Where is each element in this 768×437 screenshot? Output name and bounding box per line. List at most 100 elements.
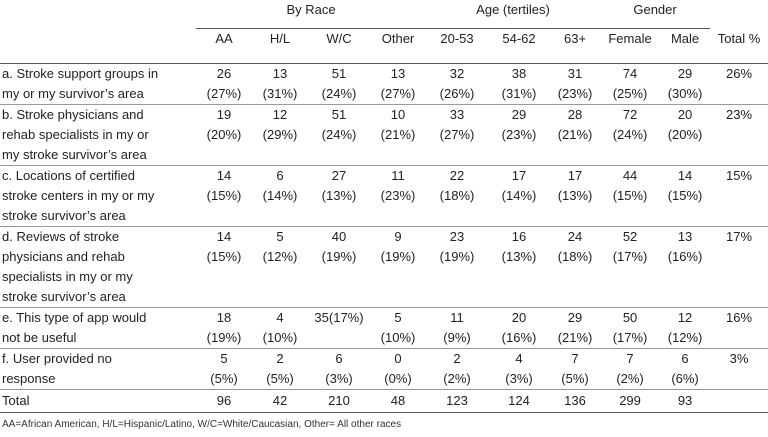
row-label: f. User provided no response bbox=[0, 348, 196, 390]
data-cell: 29 (23%) bbox=[488, 104, 551, 166]
group-header-gender: Gender bbox=[600, 0, 711, 29]
data-cell: 72 (24%) bbox=[600, 104, 661, 166]
data-cell: 4 (10%) bbox=[252, 307, 308, 349]
row-total-percent: 23% bbox=[710, 104, 768, 166]
data-table: By Race Age (tertiles) Gender AA H/L W/C… bbox=[0, 0, 768, 413]
table-body: a. Stroke support groups in my or my surv… bbox=[0, 63, 768, 413]
cell-percent: (29%) bbox=[262, 127, 298, 142]
cell-count: 11 bbox=[391, 168, 405, 183]
data-cell: 17 (14%) bbox=[488, 165, 551, 227]
cell-percent: (18%) bbox=[557, 249, 593, 264]
data-cell: 12 (12%) bbox=[660, 307, 711, 349]
row-label-line: my stroke survivor’s area bbox=[2, 147, 147, 162]
data-cell: 31 (23%) bbox=[550, 63, 601, 105]
data-cell: 24 (18%) bbox=[550, 226, 601, 308]
cell-count: 26 bbox=[216, 66, 232, 81]
total-cell: 96 bbox=[196, 389, 252, 413]
data-cell: 26 (27%) bbox=[196, 63, 252, 105]
data-cell: 20 (20%) bbox=[660, 104, 711, 166]
data-cell: 11 (23%) bbox=[370, 165, 427, 227]
cell-percent: (27%) bbox=[380, 86, 416, 101]
cell-percent: (23%) bbox=[557, 86, 593, 101]
row-total-percent: 26% bbox=[710, 63, 768, 105]
cell-percent: (5%) bbox=[561, 371, 589, 386]
corner-cell bbox=[0, 0, 196, 29]
table-row: c. Locations of certified stroke centers … bbox=[0, 165, 768, 227]
total-cell: 210 bbox=[308, 389, 370, 413]
data-cell: 14 (15%) bbox=[660, 165, 711, 227]
cell-percent: (31%) bbox=[501, 86, 537, 101]
data-cell: 5 (10%) bbox=[370, 307, 427, 349]
cell-count: 44 bbox=[622, 168, 638, 183]
cell-count: 6 bbox=[335, 351, 343, 366]
cell-count: 13 bbox=[677, 229, 693, 244]
cell-percent: (17%) bbox=[612, 249, 648, 264]
data-cell: 27 (13%) bbox=[308, 165, 370, 227]
cell-percent: (14%) bbox=[501, 188, 537, 203]
cell-percent: (12%) bbox=[667, 330, 703, 345]
row-label: b. Stroke physicians and rehab specialist… bbox=[0, 104, 196, 166]
cell-percent: (3%) bbox=[325, 371, 353, 386]
cell-count: 22 bbox=[449, 168, 465, 183]
total-percent-cell bbox=[710, 389, 768, 413]
cell-percent: (18%) bbox=[439, 188, 475, 203]
cell-percent: (15%) bbox=[206, 188, 242, 203]
data-cell: 17 (13%) bbox=[550, 165, 601, 227]
cell-count: 13 bbox=[390, 66, 406, 81]
cell-count: 72 bbox=[622, 107, 638, 122]
cell-count: 0 bbox=[394, 351, 402, 366]
row-label-line: response bbox=[2, 371, 56, 386]
row-label-line: c. Locations of certified bbox=[2, 168, 135, 183]
data-cell: 32 (26%) bbox=[426, 63, 489, 105]
cell-percent: (13%) bbox=[557, 188, 593, 203]
data-cell: 50 (17%) bbox=[600, 307, 661, 349]
cell-percent: (24%) bbox=[321, 127, 357, 142]
cell-count: 2 bbox=[453, 351, 461, 366]
data-cell: 7 (5%) bbox=[550, 348, 601, 390]
data-cell: 40 (19%) bbox=[308, 226, 370, 308]
cell-count: 7 bbox=[571, 351, 579, 366]
data-cell: 74 (25%) bbox=[600, 63, 661, 105]
cell-count: 20 bbox=[511, 310, 527, 325]
cell-count: 14 bbox=[677, 168, 693, 183]
cell-count: 17 bbox=[567, 168, 583, 183]
cell-count: 5 bbox=[220, 351, 228, 366]
total-cell: 48 bbox=[370, 389, 427, 413]
cell-percent: (24%) bbox=[321, 86, 357, 101]
row-label: c. Locations of certified stroke centers … bbox=[0, 165, 196, 227]
data-cell: 51 (24%) bbox=[308, 63, 370, 105]
row-total-percent: 15% bbox=[710, 165, 768, 227]
total-cell: 299 bbox=[600, 389, 661, 413]
row-label-line: stroke survivor’s area bbox=[2, 208, 126, 223]
cell-count: 12 bbox=[272, 107, 288, 122]
cell-count: 20 bbox=[677, 107, 693, 122]
data-cell: 14 (15%) bbox=[196, 165, 252, 227]
cell-count: 7 bbox=[626, 351, 634, 366]
row-label-line: rehab specialists in my or bbox=[2, 127, 149, 142]
column-header: Total % bbox=[717, 30, 761, 46]
column-header: Other bbox=[381, 31, 415, 46]
total-cell: 93 bbox=[660, 389, 711, 413]
group-header-age: Age (tertiles) bbox=[426, 0, 601, 29]
cell-percent: (5%) bbox=[266, 371, 294, 386]
data-cell: 44 (15%) bbox=[600, 165, 661, 227]
data-cell: 38 (31%) bbox=[488, 63, 551, 105]
table-row: a. Stroke support groups in my or my surv… bbox=[0, 63, 768, 105]
data-cell: 22 (18%) bbox=[426, 165, 489, 227]
cell-percent: (0%) bbox=[384, 371, 412, 386]
data-cell: 4 (3%) bbox=[488, 348, 551, 390]
data-cell: 20 (16%) bbox=[488, 307, 551, 349]
cell-count: 18 bbox=[216, 310, 232, 325]
cell-percent: (21%) bbox=[557, 127, 593, 142]
cell-percent: (27%) bbox=[206, 86, 242, 101]
data-cell: 35(17%) bbox=[308, 307, 370, 349]
total-cell: 42 bbox=[252, 389, 308, 413]
cell-count: 27 bbox=[331, 168, 347, 183]
cell-count: 29 bbox=[677, 66, 693, 81]
cell-percent: (5%) bbox=[210, 371, 238, 386]
cell-percent: (12%) bbox=[262, 249, 298, 264]
row-label-line: f. User provided no bbox=[2, 351, 112, 366]
cell-percent: (10%) bbox=[380, 330, 416, 345]
cell-count: 29 bbox=[567, 310, 583, 325]
